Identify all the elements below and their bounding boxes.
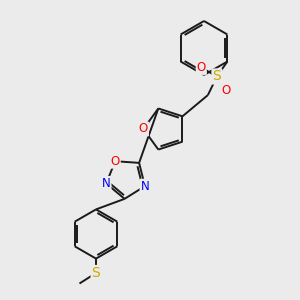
Text: O: O [139,122,148,136]
Text: O: O [111,155,120,168]
Text: S: S [92,266,100,280]
Text: O: O [197,61,206,74]
Text: N: N [102,177,111,190]
Text: S: S [212,70,221,83]
Text: O: O [221,83,230,97]
Text: N: N [140,180,149,193]
